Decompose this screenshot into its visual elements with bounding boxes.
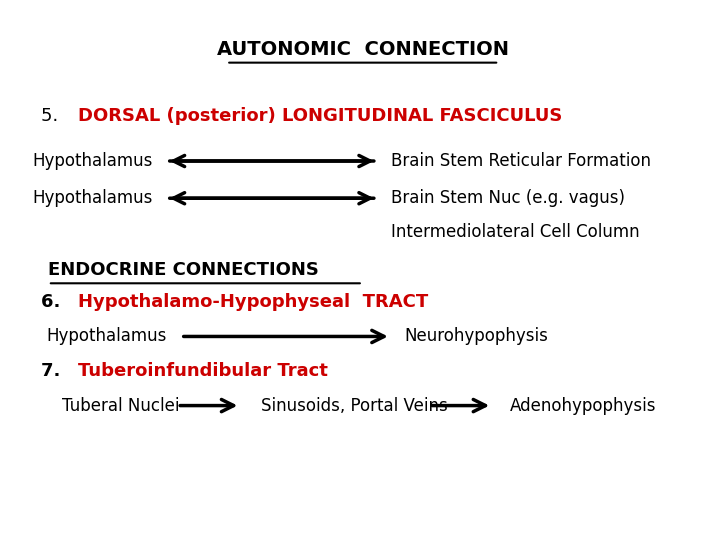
Text: DORSAL (posterior) LONGITUDINAL FASCICULUS: DORSAL (posterior) LONGITUDINAL FASCICUL… bbox=[78, 107, 562, 125]
Text: Sinusoids, Portal Veins: Sinusoids, Portal Veins bbox=[261, 396, 448, 415]
Text: ENDOCRINE CONNECTIONS: ENDOCRINE CONNECTIONS bbox=[48, 261, 319, 279]
Text: AUTONOMIC  CONNECTION: AUTONOMIC CONNECTION bbox=[217, 40, 509, 59]
Text: Hypothalamo-Hypophyseal  TRACT: Hypothalamo-Hypophyseal TRACT bbox=[78, 293, 428, 311]
Text: Adenohypophysis: Adenohypophysis bbox=[510, 396, 656, 415]
Text: Brain Stem Nuc (e.g. vagus): Brain Stem Nuc (e.g. vagus) bbox=[391, 189, 625, 207]
Text: Hypothalamus: Hypothalamus bbox=[32, 152, 153, 170]
Text: Neurohypophysis: Neurohypophysis bbox=[405, 327, 549, 346]
Text: Tuberal Nuclei: Tuberal Nuclei bbox=[62, 396, 179, 415]
Text: Tuberoinfundibular Tract: Tuberoinfundibular Tract bbox=[78, 362, 328, 380]
Text: 5.: 5. bbox=[41, 107, 64, 125]
Text: Hypothalamus: Hypothalamus bbox=[32, 189, 153, 207]
Text: Brain Stem Reticular Formation: Brain Stem Reticular Formation bbox=[391, 152, 651, 170]
Text: 7.: 7. bbox=[41, 362, 66, 380]
Text: Hypothalamus: Hypothalamus bbox=[47, 327, 167, 346]
Text: 6.: 6. bbox=[41, 293, 66, 311]
Text: Intermediolateral Cell Column: Intermediolateral Cell Column bbox=[391, 222, 639, 241]
